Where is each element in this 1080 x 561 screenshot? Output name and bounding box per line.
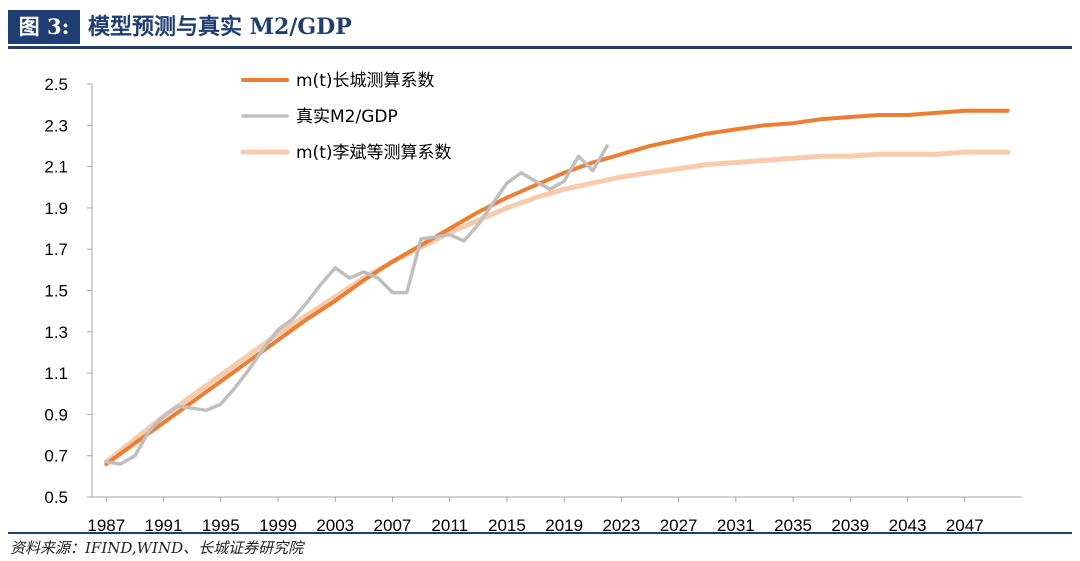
y-tick-label: 0.9 (44, 405, 68, 424)
line-chart: 0.5 0.7 0.9 1.1 1.3 1.5 1.7 1.9 2.1 2.3 2.5 1987 199… (44, 71, 1022, 532)
x-tick-label: 2023 (602, 516, 640, 532)
legend-label: 真实M2/GDP (296, 107, 398, 127)
header-rule (8, 46, 1072, 49)
x-tick-label: 1995 (202, 516, 240, 532)
y-tick-label: 1.9 (44, 199, 68, 218)
series-line-0 (104, 108, 1010, 466)
y-tick-label: 0.5 (44, 488, 68, 507)
x-tick-label: 1991 (145, 516, 183, 532)
x-tick-label: 1987 (87, 516, 125, 532)
y-tick-label: 1.5 (44, 282, 68, 301)
x-tick-label: 2043 (889, 516, 927, 532)
y-tick-label: 1.3 (44, 323, 68, 342)
y-tick-label: 2.5 (44, 75, 68, 94)
series-line-1 (104, 144, 609, 466)
x-tick-label: 2011 (431, 516, 468, 532)
x-tick-label: 2027 (660, 516, 698, 532)
x-tick-label: 2035 (774, 516, 812, 532)
y-tick-label: 2.3 (44, 116, 68, 135)
y-tick-label: 2.1 (44, 158, 68, 177)
y-tick-label: 1.1 (44, 364, 68, 383)
legend-label: m(t)李斌等测算系数 (296, 143, 452, 163)
x-tick-label: 1999 (259, 516, 297, 532)
figure-title: 模型预测与真实 M2/GDP (88, 14, 352, 40)
legend-label: m(t)长城测算系数 (296, 71, 435, 91)
x-tick-label: 2003 (316, 516, 354, 532)
figure-header: 图 3: 模型预测与真实 M2/GDP (8, 8, 1072, 46)
y-tick-label: 1.7 (44, 240, 68, 259)
series-line-2 (103, 149, 1011, 465)
x-tick-label: 2047 (946, 516, 984, 532)
source-note: 资料来源：IFIND,WIND、长城证券研究院 (10, 539, 304, 557)
x-tick-label: 2007 (374, 516, 412, 532)
x-tick-label: 2019 (545, 516, 583, 532)
figure-label: 图 3: (8, 10, 80, 44)
x-tick-label: 2031 (717, 516, 755, 532)
y-tick-label: 0.7 (44, 447, 68, 466)
footer-rule (8, 532, 1072, 534)
x-tick-label: 2039 (831, 516, 869, 532)
x-tick-label: 2015 (488, 516, 526, 532)
